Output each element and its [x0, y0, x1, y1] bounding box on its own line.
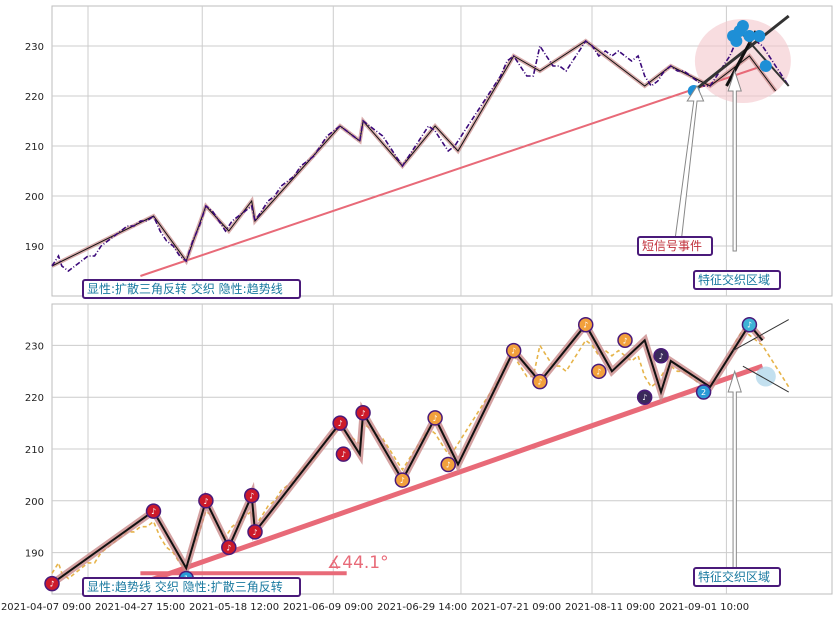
- music-note-icon: [335, 446, 352, 462]
- event-label: 短信号事件: [642, 239, 702, 253]
- trend-line-thick: [139, 363, 764, 586]
- marker-glyph: ♪: [361, 409, 366, 418]
- marker-glyph: ♪: [642, 393, 647, 402]
- y-tick-label: 200: [25, 497, 44, 508]
- marker-glyph: ♪: [511, 347, 516, 356]
- y-tick-label: 190: [25, 549, 44, 560]
- music-note-icon: [145, 503, 162, 519]
- marker-glyph: ♪: [226, 543, 231, 552]
- music-note-icon: [440, 456, 456, 473]
- music-note-icon: [505, 342, 522, 359]
- y-tick-label: 220: [25, 92, 44, 103]
- marker-glyph: ♪: [151, 507, 156, 516]
- zone-lower-line: [742, 365, 789, 393]
- pattern-line: [51, 40, 777, 267]
- x-tick-label: 2021-07-21 09:00: [471, 602, 561, 613]
- y-tick-label: 190: [25, 242, 44, 253]
- top-panel: 190 200 210 220 230 显性:扩散三角反转 交织 隐性:趋势线 短信号事件特…: [25, 5, 833, 299]
- marker-glyph: ♪: [658, 352, 663, 361]
- x-tick-label: 2021-04-27 15:00: [95, 602, 185, 613]
- marker-glyph: ♪: [252, 528, 257, 537]
- music-note-icon: [247, 524, 263, 540]
- music-note-icon: [394, 472, 411, 488]
- trend-line: [140, 65, 763, 277]
- x-tick-label: 2021-09-01 10:00: [659, 602, 749, 613]
- signal-upper-line: [692, 14, 790, 93]
- music-note-icon: [577, 316, 594, 333]
- music-note-icon: [221, 539, 237, 556]
- marker-glyph: ♪: [596, 367, 601, 376]
- music-note-icon: [636, 389, 653, 405]
- marker-glyph: ♪: [341, 450, 346, 459]
- zone-label: 特征交织区域: [698, 569, 770, 584]
- marker-glyph: 2: [701, 388, 706, 397]
- y-tick-label: 220: [25, 393, 44, 404]
- x-tick-label: 2021-06-29 14:00: [377, 602, 467, 613]
- marker-glyph: ♪: [400, 476, 405, 485]
- marker-glyph: ♪: [433, 414, 438, 423]
- music-note-icon: [198, 493, 214, 509]
- zone-arrow: [727, 69, 742, 252]
- zone-arrow: [727, 369, 742, 585]
- bottom-panel: 190200210220230∡44.1°♪♪1♪♪♪♪♪♪♪♪♪♪♪♪♪♪♪♪…: [25, 303, 833, 597]
- music-note-icon: [617, 332, 633, 348]
- music-note-icon: [695, 384, 712, 400]
- price-series: [51, 29, 790, 273]
- marker-glyph: ♪: [49, 580, 54, 589]
- zone-label-box: [693, 270, 781, 290]
- marker-glyph: ♪: [537, 378, 542, 387]
- y-tick-label: 210: [25, 445, 44, 456]
- y-tick-label: 230: [25, 42, 44, 53]
- x-tick-label: 2021-05-18 12:00: [189, 602, 279, 613]
- y-tick-label: 200: [25, 192, 44, 203]
- marker-glyph: ♪: [747, 321, 752, 330]
- zone-label: 特征交织区域: [698, 272, 770, 287]
- angle-label: ∡44.1°: [327, 553, 389, 573]
- event-arrow: [673, 84, 705, 247]
- music-note-icon: [355, 405, 371, 421]
- marker-glyph: ♪: [203, 497, 208, 506]
- music-note-icon: [591, 363, 607, 380]
- x-axis: 2021-04-07 09:00 2021-04-27 15:00 2021-05-…: [1, 602, 749, 613]
- music-note-icon: [243, 487, 260, 504]
- pattern-label-box: [82, 279, 301, 299]
- x-tick-label: 2021-06-09 09:00: [283, 602, 373, 613]
- zone-label-box: [693, 567, 781, 587]
- event-label-box: [637, 236, 713, 256]
- signal-point: [743, 30, 756, 42]
- pattern-label-box: [82, 577, 301, 597]
- y-tick-label: 210: [25, 142, 44, 153]
- marker-glyph: ♪: [622, 336, 627, 345]
- music-note-icon: [332, 415, 348, 431]
- music-note-icon: [427, 410, 443, 426]
- signal-point: [759, 60, 772, 72]
- pattern-label: 显性:趋势线 交织 隐性:扩散三角反转: [87, 579, 283, 594]
- x-tick-label: 2021-08-11 09:00: [565, 602, 655, 613]
- music-note-icon: [653, 348, 669, 364]
- music-note-icon: [532, 373, 548, 390]
- price-series-dashed: [51, 328, 790, 580]
- signal-point: [733, 25, 746, 37]
- marker-glyph: ♪: [249, 492, 254, 501]
- marker-glyph: ♪: [446, 461, 451, 470]
- pattern-label: 显性:扩散三角反转 交织 隐性:趋势线: [87, 281, 283, 296]
- zone-upper-line: [732, 319, 789, 352]
- marker-glyph: ♪: [583, 321, 588, 330]
- x-tick-label: 2021-04-07 09:00: [1, 602, 91, 613]
- signal-point: [730, 35, 743, 47]
- music-note-icon: [44, 575, 60, 592]
- y-tick-label: 230: [25, 341, 44, 352]
- marker-glyph: ♪: [338, 419, 343, 428]
- music-note-icon: [741, 316, 758, 333]
- signal-point: [753, 30, 766, 42]
